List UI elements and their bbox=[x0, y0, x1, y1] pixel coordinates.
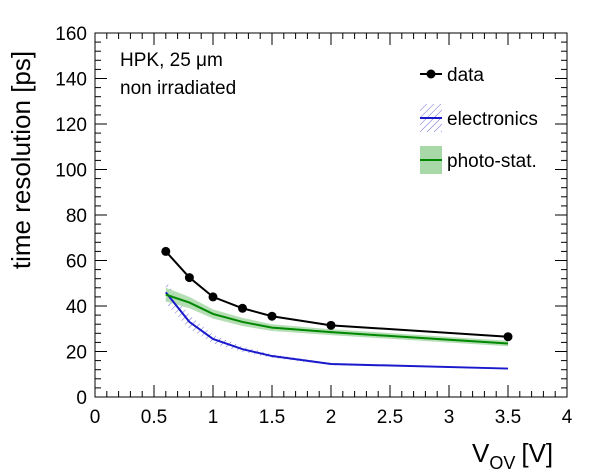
data-markers bbox=[161, 246, 513, 342]
annotation-detector: HPK, 25 μm bbox=[120, 50, 223, 71]
x-axis-title: VOV [V] bbox=[472, 438, 553, 472]
x-tick-label: 3 bbox=[444, 407, 455, 428]
photo-stat-line bbox=[165, 293, 509, 345]
data-point bbox=[161, 246, 171, 256]
y-tick-label: 0 bbox=[76, 388, 87, 409]
y-tick-label: 40 bbox=[66, 297, 87, 318]
axis-ticks bbox=[94, 32, 568, 398]
x-tick-label: 2.5 bbox=[377, 407, 403, 428]
legend-electronics-label: electronics bbox=[447, 109, 538, 130]
y-axis-title: time resolution [ps] bbox=[6, 51, 36, 269]
y-tick-label: 60 bbox=[66, 252, 87, 273]
x-axis-title-symbol: V bbox=[472, 438, 490, 468]
x-tick-label: 1.5 bbox=[259, 407, 285, 428]
data-line bbox=[165, 250, 509, 338]
x-tick-label: 0 bbox=[90, 407, 101, 428]
x-axis-title-unit: [V] bbox=[521, 438, 553, 468]
data-point bbox=[267, 311, 277, 321]
data-point bbox=[208, 292, 218, 302]
x-axis-title-subscript: OV bbox=[489, 453, 515, 472]
legend: data electronics photo-stat. bbox=[420, 65, 538, 174]
series-lines bbox=[165, 250, 509, 370]
y-tick-label: 80 bbox=[66, 206, 87, 227]
data-point bbox=[238, 303, 247, 313]
y-tick-label: 20 bbox=[66, 343, 87, 364]
y-tick-label: 140 bbox=[55, 70, 87, 91]
legend-data-label: data bbox=[447, 65, 484, 86]
legend-photo-stat-label: photo-stat. bbox=[447, 151, 537, 172]
x-tick-label: 3.5 bbox=[495, 407, 521, 428]
x-tick-label: 0.5 bbox=[141, 407, 167, 428]
annotation-irradiation: non irradiated bbox=[120, 78, 236, 99]
data-point bbox=[326, 320, 336, 330]
legend-data-marker bbox=[426, 69, 436, 79]
y-tick-label: 100 bbox=[55, 161, 87, 182]
x-tick-label: 1 bbox=[208, 407, 219, 428]
y-tick-label: 160 bbox=[55, 24, 87, 45]
data-point bbox=[503, 332, 513, 342]
x-tick-label: 4 bbox=[562, 407, 573, 428]
electronics-line bbox=[165, 291, 509, 370]
x-tick-label: 2 bbox=[326, 407, 337, 428]
data-point bbox=[184, 273, 194, 283]
y-tick-label: 120 bbox=[55, 115, 87, 136]
